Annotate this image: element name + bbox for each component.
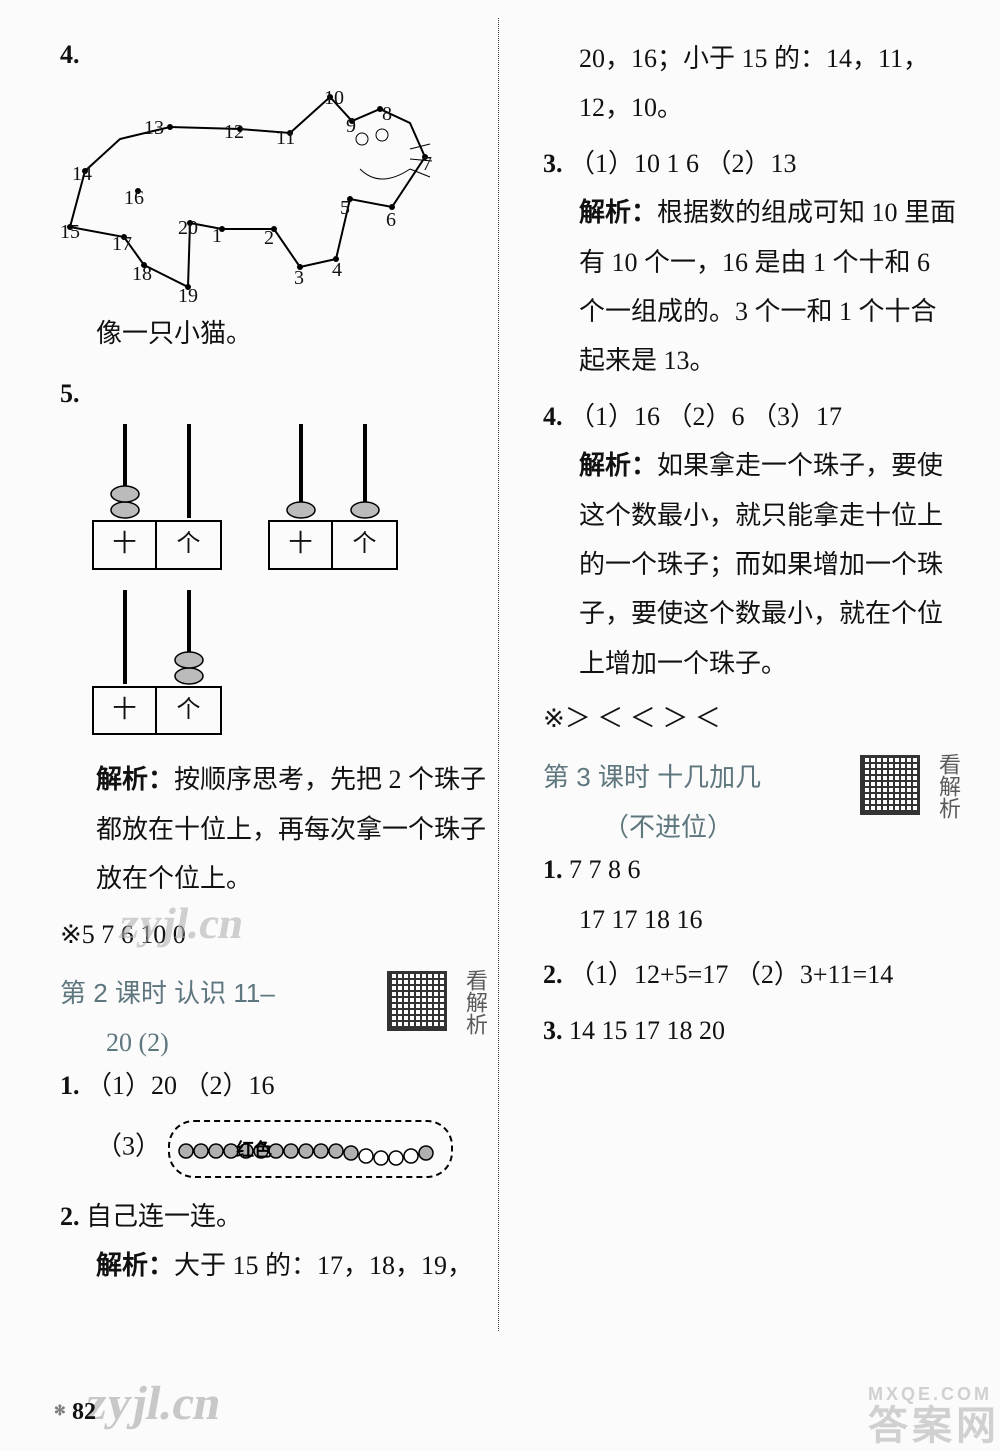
r-q2-num: 2. <box>543 960 563 989</box>
right-column: 20，16；小于 15 的：14，11，12，10。 3. （1）10 1 6 … <box>515 30 960 1441</box>
l-q1-3: （3） 红色 <box>60 1120 487 1177</box>
r-continuation: 20，16；小于 15 的：14，11，12，10。 <box>543 34 960 133</box>
see-analysis-label: 看解析 <box>464 969 487 1035</box>
qr-icon <box>860 755 920 815</box>
cat-label: 18 <box>132 255 152 293</box>
ones-label: 个 <box>157 688 220 734</box>
beads-svg: 红色 <box>176 1134 445 1168</box>
l-q2: 2. 自己连一连。 解析：大于 15 的：17，18，19， <box>60 1192 487 1291</box>
tens-label: 十 <box>270 522 333 568</box>
r-q4-num: 4. <box>543 402 563 431</box>
analysis-label: 解析： <box>96 765 174 794</box>
abacus-area: 十个 十个 十个 <box>60 424 487 735</box>
q4-caption: 像一只小猫。 <box>60 309 487 358</box>
page: 4. <box>0 0 1000 1451</box>
cat-label: 1 <box>212 217 222 255</box>
cat-figure: 1098765432120191817161514131211 <box>60 79 470 309</box>
q5-block: 5. 十个 十个 十个 解析：按顺序思考，先把 2 个珠子都放在十位上，再每次拿… <box>60 369 487 904</box>
q4-block: 4. <box>60 30 487 359</box>
r-q1-num: 1. <box>543 855 563 884</box>
l-q2-analysis: 解析：大于 15 的：17，18，19， <box>60 1241 487 1290</box>
r-q3b-num: 3. <box>543 1016 563 1045</box>
r-q3-ans: （1）10 1 6 （2）13 <box>569 149 797 178</box>
abacus: 十个 <box>92 590 222 736</box>
r-q2-text: （1）12+5=17 （2）3+11=14 <box>569 960 893 989</box>
l-q1-12: （1）20 （2）16 <box>86 1071 275 1100</box>
cat-label: 4 <box>332 251 342 289</box>
cat-label: 19 <box>178 277 198 315</box>
analysis-label: 解析： <box>579 198 657 227</box>
r-q1: 1. 7 7 8 6 17 17 18 16 <box>543 845 960 944</box>
cat-label: 12 <box>224 113 244 151</box>
ones-label: 个 <box>333 522 396 568</box>
analysis-label: 解析： <box>579 451 657 480</box>
cat-label: 14 <box>72 155 92 193</box>
r-q4: 4. （1）16 （2）6 （3）17 解析：如果拿走一个珠子，要使这个数最小，… <box>543 392 960 688</box>
star-line-left: ※5 7 6 10 0 <box>60 910 487 959</box>
l-q1-3-label: （3） <box>96 1132 161 1161</box>
see-analysis-label: 看解析 <box>937 753 960 819</box>
bead-string: 红色 <box>168 1120 453 1177</box>
svg-text:红色: 红色 <box>236 1139 272 1160</box>
column-divider <box>498 18 499 1331</box>
abacus-row: 十个 十个 <box>60 424 487 570</box>
section2-title: 第 2 课时 认识 11– 20 (2) 看解析 <box>60 969 487 1055</box>
r-q2: 2. （1）12+5=17 （2）3+11=14 <box>543 950 960 999</box>
abacus-row: 十个 <box>60 590 487 736</box>
analysis-label: 解析： <box>96 1251 174 1280</box>
r-q3: 3. （1）10 1 6 （2）13 解析：根据数的组成可知 10 里面有 10… <box>543 139 960 386</box>
cat-label: 13 <box>144 109 164 147</box>
r-q4-ans: （1）16 （2）6 （3）17 <box>569 402 842 431</box>
q5-analysis: 解析：按顺序思考，先把 2 个珠子都放在十位上，再每次拿一个珠子放在个位上。 <box>60 755 487 903</box>
r-q3-analysis: 解析：根据数的组成可知 10 里面有 10 个一，16 是由 1 个十和 6 个… <box>543 188 960 386</box>
r-q3-num: 3. <box>543 149 563 178</box>
q4-number: 4. <box>60 40 80 69</box>
l-q1-num: 1. <box>60 1071 80 1100</box>
r-q3b: 3. 14 15 17 18 20 <box>543 1006 960 1055</box>
cat-label: 2 <box>264 219 274 257</box>
cat-label: 16 <box>124 179 144 217</box>
cat-label: 5 <box>340 189 350 227</box>
cat-label: 3 <box>294 259 304 297</box>
tens-label: 十 <box>94 522 157 568</box>
cat-label: 20 <box>178 209 198 247</box>
l-q2-num: 2. <box>60 1202 80 1231</box>
cat-label: 10 <box>324 79 344 117</box>
r-q3b-text: 14 15 17 18 20 <box>569 1016 725 1045</box>
l-q2-text: 自己连一连。 <box>86 1202 242 1231</box>
left-column: 4. <box>60 30 505 1441</box>
abacus: 十个 <box>268 424 398 570</box>
star-line-right: ※＞ ＜ ＜ ＞ ＜ <box>543 694 960 743</box>
cat-svg <box>60 79 470 309</box>
qr-icon <box>387 971 447 1031</box>
cat-label: 7 <box>422 145 432 183</box>
cat-label: 8 <box>382 95 392 133</box>
cat-label: 6 <box>386 201 396 239</box>
cat-label: 15 <box>60 213 80 251</box>
r-q1-r1: 7 7 8 6 <box>569 855 641 884</box>
page-number: 82 <box>72 1399 96 1426</box>
section3-title: 第 3 课时 十几加几 （不进位） 看解析 <box>543 753 960 839</box>
r-q1-r2: 17 17 18 16 <box>543 895 960 944</box>
cat-label: 11 <box>276 119 295 157</box>
cat-label: 17 <box>112 225 132 263</box>
ones-label: 个 <box>157 522 220 568</box>
r-q4-analysis: 解析：如果拿走一个珠子，要使这个数最小，就只能拿走十位上的一个珠子；而如果增加一… <box>543 441 960 688</box>
r-q4-anal-text: 如果拿走一个珠子，要使这个数最小，就只能拿走十位上的一个珠子；而如果增加一个珠子… <box>579 451 943 678</box>
abacus: 十个 <box>92 424 222 570</box>
q5-number: 5. <box>60 379 80 408</box>
cat-label: 9 <box>346 107 356 145</box>
l-q2-anal-text: 大于 15 的：17，18，19， <box>174 1251 473 1280</box>
tens-label: 十 <box>94 688 157 734</box>
l-q1: 1. （1）20 （2）16 （3） 红色 <box>60 1061 487 1178</box>
